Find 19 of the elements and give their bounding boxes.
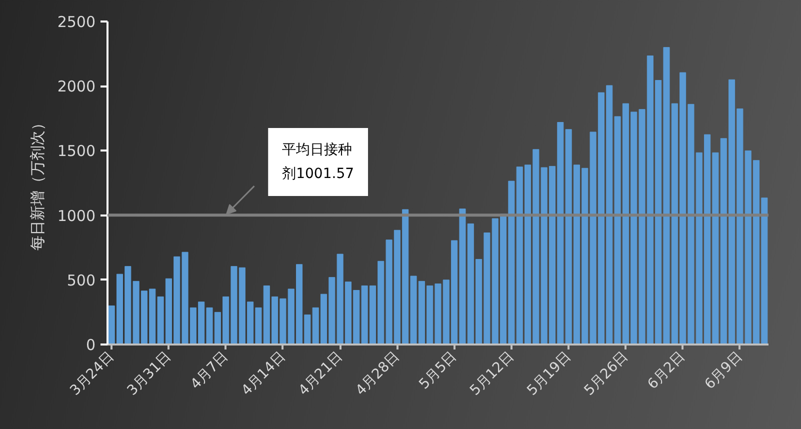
- y-tick-label: 500: [66, 271, 96, 290]
- x-tick-label: 4月7日: [188, 348, 232, 393]
- y-axis-title: 每日新增（万剂次）: [28, 116, 46, 250]
- x-tick-label: 6月2日: [644, 348, 688, 393]
- x-tick-label: 3月31日: [124, 348, 174, 399]
- y-tick-label: 0: [86, 336, 96, 354]
- ref-line-label: 平均日接种剂1001.57: [282, 142, 354, 182]
- y-tick-label: 1500: [57, 142, 96, 160]
- x-tick-label: 5月12日: [467, 348, 518, 399]
- y-tick-label: 2500: [57, 13, 96, 31]
- x-tick-label: 6月9日: [702, 348, 746, 393]
- x-tick-label: 4月21日: [296, 348, 346, 399]
- x-tick-label: 5月5日: [416, 348, 460, 393]
- x-tick-label: 5月26日: [581, 348, 632, 399]
- x-tick-label: 4月28日: [352, 348, 403, 399]
- y-tick-label: 1000: [57, 206, 96, 225]
- x-tick-label: 4月14日: [238, 348, 289, 399]
- x-tick-label: 5月19日: [524, 348, 574, 399]
- y-tick-label: 2000: [57, 78, 96, 96]
